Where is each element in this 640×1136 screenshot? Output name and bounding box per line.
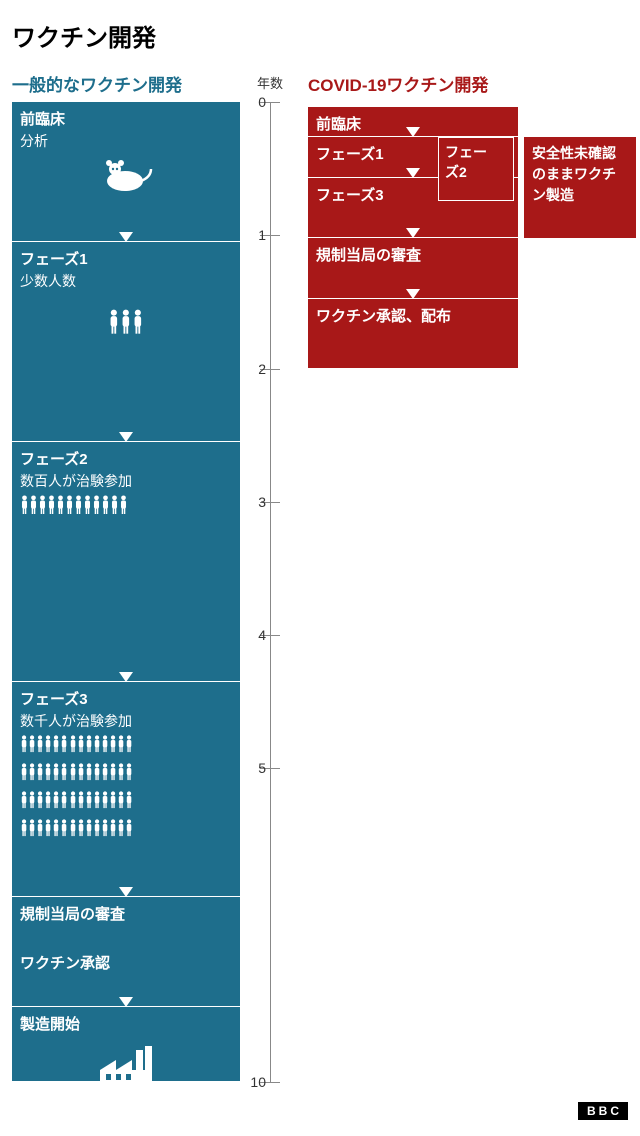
stage-phase2: フェーズ2数百人が治験参加 (12, 442, 240, 682)
stage-subtitle: 数千人が治験参加 (12, 709, 240, 731)
stage-phase1: フェーズ1少数人数 (12, 242, 240, 442)
stage-review: 規制当局の審査ワクチン承認 (12, 897, 240, 1007)
footer: BBC (0, 1094, 640, 1136)
stage-title: 規制当局の審査 (308, 238, 518, 265)
axis-tick-label: 2 (258, 361, 266, 377)
axis-tick-label: 5 (258, 760, 266, 776)
right-header: COVID-19ワクチン開発 (300, 71, 628, 102)
people-icon (12, 309, 240, 340)
people-icon (12, 491, 240, 521)
arrow-icon (119, 432, 133, 442)
stage-subtitle: 分析 (12, 129, 240, 151)
stage-c-phase2: フェー ズ2 (438, 137, 514, 201)
stage-subtitle: 数百人が治験参加 (12, 469, 240, 491)
stage-title: フェーズ3 (12, 682, 240, 709)
stage-c-review: 規制当局の審査 (308, 238, 518, 299)
people-icon (12, 731, 240, 843)
column-headers: 一般的なワクチン開発 年数 COVID-19ワクチン開発 (12, 71, 628, 102)
arrow-icon (119, 672, 133, 682)
axis-tick-label: 3 (258, 494, 266, 510)
arrow-icon (406, 127, 420, 137)
axis-tick-label: 0 (258, 94, 266, 110)
stage-phase3: フェーズ3数千人が治験参加 (12, 682, 240, 897)
arrow-icon (406, 228, 420, 238)
stage-c-approve: ワクチン承認、配布 (308, 299, 518, 368)
bbc-logo: BBC (578, 1102, 628, 1120)
axis-tick-label: 10 (250, 1074, 266, 1090)
stage-title: ワクチン承認、配布 (308, 299, 518, 326)
stage-title: フェーズ1 (12, 242, 240, 269)
stage-preclinical: 前臨床分析 (12, 102, 240, 242)
arrow-icon (406, 289, 420, 299)
arrow-icon (119, 997, 133, 1007)
stage-title: 規制当局の審査 (12, 897, 240, 924)
stage-c-manufacture-risk: 安全性未確認のままワクチン製造 (524, 137, 636, 238)
chart-title: ワクチン開発 (12, 18, 628, 53)
left-header: 一般的なワクチン開発 (12, 71, 240, 102)
stage-title: 前臨床 (12, 102, 240, 129)
axis-tick-label: 4 (258, 627, 266, 643)
stage-subtitle: 少数人数 (12, 269, 240, 291)
arrow-icon (119, 887, 133, 897)
mouse-icon (12, 155, 240, 199)
stage-c-preclinical: 前臨床 (308, 107, 518, 136)
axis-tick-label: 1 (258, 227, 266, 243)
stage-title: フェー ズ2 (439, 138, 513, 186)
arrow-icon (119, 232, 133, 242)
stage-title: 製造開始 (12, 1007, 240, 1034)
y-axis: 01234510 (240, 102, 300, 1082)
arrow-icon (406, 168, 420, 178)
stage-title: フェーズ2 (12, 442, 240, 469)
axis-header: 年数 (240, 71, 300, 102)
stage-subtitle2: ワクチン承認 (12, 946, 240, 973)
stage-manufacture: 製造開始 (12, 1007, 240, 1082)
chart-area: 01234510 前臨床分析フェーズ1少数人数フェーズ2数百人が治験参加フェーズ… (12, 102, 628, 1082)
factory-icon (12, 1040, 240, 1090)
stage-title: 安全性未確認のままワクチン製造 (524, 137, 636, 206)
axis-line (270, 102, 271, 1082)
